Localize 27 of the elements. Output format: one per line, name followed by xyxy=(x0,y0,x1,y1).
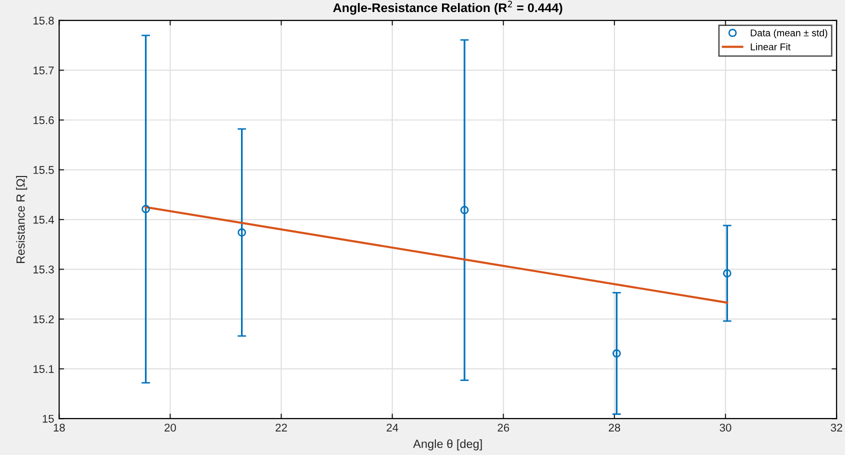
y-axis-title: Resistance R [Ω] xyxy=(16,176,28,263)
point xyxy=(722,269,732,278)
x-tick-label: 32 xyxy=(830,424,842,432)
y-tick-label: 15.5 xyxy=(34,166,54,174)
point xyxy=(238,228,246,237)
x-axis-title: Angle θ [deg] xyxy=(413,439,482,450)
y-tick-label: 15.7 xyxy=(34,66,54,74)
y-tick-label: 15.3 xyxy=(34,266,54,274)
x-tick-label: 30 xyxy=(720,424,732,432)
x-tick-label: 20 xyxy=(164,424,176,432)
point xyxy=(142,204,150,214)
legend-label: Data (mean ± std) xyxy=(750,29,828,38)
x-tick-label: 24 xyxy=(386,424,398,432)
x-tick-label: 18 xyxy=(54,424,65,432)
y-tick-label: 15.4 xyxy=(34,216,54,224)
y-tick-label: 15.2 xyxy=(34,315,54,324)
y-tick-label: 15.1 xyxy=(34,365,54,373)
y-tick-label: 15 xyxy=(42,414,54,423)
point xyxy=(612,349,621,358)
y-tick-label: 15.6 xyxy=(34,116,54,124)
y-tick-label: 15.8 xyxy=(34,16,54,25)
legend-label: Linear Fit xyxy=(750,43,791,50)
x-tick-label: 28 xyxy=(608,424,620,432)
chart-title: Angle-Resistance Relation (R$^{2}$ = 0.444) xyxy=(333,0,562,15)
x-tick-label: 26 xyxy=(498,424,510,432)
point xyxy=(460,206,469,214)
x-tick-label: 22 xyxy=(276,424,287,432)
